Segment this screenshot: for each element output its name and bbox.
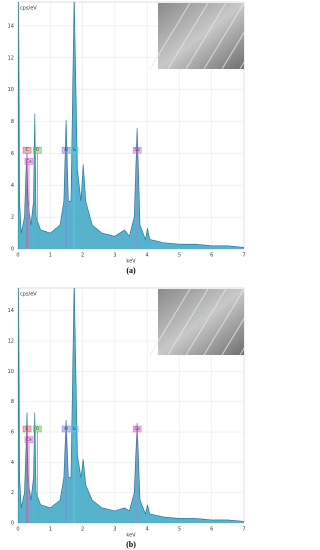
sem-texture xyxy=(221,317,244,356)
x-tick-label: 4 xyxy=(146,527,149,533)
x-axis-label: keV xyxy=(126,259,136,265)
sem-texture xyxy=(185,288,227,356)
x-tick-label: 3 xyxy=(113,527,116,533)
y-axis-label: cps/eV xyxy=(20,6,37,12)
y-tick-label: 14 xyxy=(8,308,14,314)
annotation-box xyxy=(132,425,142,433)
x-tick-label: 5 xyxy=(178,253,181,259)
sem-texture xyxy=(149,288,191,356)
x-tick-label: 1 xyxy=(49,527,52,533)
y-tick-label: 4 xyxy=(11,460,14,466)
annotation-label: Si xyxy=(72,426,76,431)
y-tick-label: 14 xyxy=(8,23,14,29)
y-tick-label: 8 xyxy=(11,399,14,405)
x-tick-label: 7 xyxy=(242,253,245,259)
y-tick-label: 2 xyxy=(11,490,14,496)
annotation-box xyxy=(132,146,142,154)
annotation-label: Ca xyxy=(26,158,32,163)
y-tick-label: 6 xyxy=(11,430,14,436)
sem-texture xyxy=(167,2,209,70)
annotation-label: Ca xyxy=(135,426,141,431)
x-tick-label: 7 xyxy=(242,527,245,533)
y-tick-label: 12 xyxy=(8,55,14,61)
annotation-label: Al xyxy=(64,147,68,152)
annotation-box xyxy=(69,425,79,433)
sem-texture xyxy=(221,31,244,70)
x-tick-label: 2 xyxy=(81,527,84,533)
panel-label: (b) xyxy=(126,540,136,549)
annotation-box xyxy=(24,158,34,165)
annotation-label: C xyxy=(26,147,29,152)
sem-texture xyxy=(185,2,227,70)
annotation-box xyxy=(22,146,32,154)
x-tick-label: 2 xyxy=(81,253,84,259)
x-tick-label: 4 xyxy=(146,253,149,259)
sem-inset xyxy=(158,3,244,69)
annotation-label: C xyxy=(26,426,29,431)
y-tick-label: 4 xyxy=(11,183,14,189)
y-tick-label: 8 xyxy=(11,119,14,125)
annotation-box xyxy=(24,436,34,443)
x-tick-label: 1 xyxy=(49,253,52,259)
y-tick-label: 0 xyxy=(11,521,14,527)
y-axis-label: cps/eV xyxy=(20,292,37,298)
annotation-label: Si xyxy=(72,147,76,152)
y-tick-label: 10 xyxy=(8,87,14,93)
annotation-label: Al xyxy=(64,426,68,431)
y-tick-label: 2 xyxy=(11,215,14,221)
x-tick-label: 3 xyxy=(113,253,116,259)
spectrum-line xyxy=(18,2,244,249)
sem-texture xyxy=(149,2,191,70)
spectrum-line xyxy=(18,288,244,523)
annotation-box xyxy=(33,425,42,433)
sem-texture xyxy=(203,2,244,70)
annotation-box xyxy=(33,146,42,154)
x-tick-label: 6 xyxy=(210,527,213,533)
y-tick-label: 6 xyxy=(11,151,14,157)
annotation-box xyxy=(22,425,32,433)
y-tick-label: 10 xyxy=(8,369,14,375)
annotation-label: Ca xyxy=(26,437,32,442)
panel-label: (a) xyxy=(126,266,136,275)
annotation-label: O xyxy=(36,147,39,152)
annotation-label: Ca xyxy=(135,147,141,152)
annotation-label: O xyxy=(36,426,39,431)
x-axis-label: keV xyxy=(126,533,136,539)
x-tick-label: 0 xyxy=(16,527,19,533)
y-tick-label: 12 xyxy=(8,339,14,345)
x-tick-label: 6 xyxy=(210,253,213,259)
annotation-box xyxy=(69,146,79,154)
x-tick-label: 5 xyxy=(178,527,181,533)
sem-texture xyxy=(167,288,209,356)
x-tick-label: 0 xyxy=(16,253,19,259)
sem-inset xyxy=(158,289,244,355)
sem-texture xyxy=(203,288,244,356)
y-tick-label: 0 xyxy=(11,247,14,253)
